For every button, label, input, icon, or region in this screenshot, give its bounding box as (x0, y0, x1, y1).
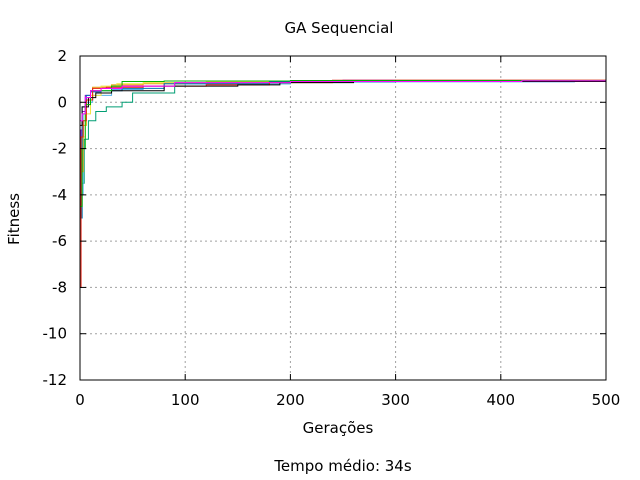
x-tick-label: 300 (381, 391, 410, 409)
y-tick-label: -6 (52, 232, 67, 250)
series-line-3 (80, 79, 607, 196)
series-line-8 (80, 80, 607, 126)
x-tick-label: 0 (75, 391, 85, 409)
y-tick-label: -4 (52, 186, 67, 204)
y-tick-label: 0 (57, 93, 67, 111)
x-tick-label: 400 (486, 391, 515, 409)
series-line-1 (80, 79, 607, 219)
plot-frame (79, 55, 607, 381)
x-tick-label: 200 (276, 391, 305, 409)
x-axis-label: Gerações (303, 419, 374, 437)
footer-note: Tempo médio: 34s (273, 457, 412, 475)
tick-labels: 0 100 200 300 400 500 -12 -10 -8 -6 -4 -2 0 2 (43, 47, 621, 409)
x-tick-label: 100 (171, 391, 200, 409)
series-line-6 (80, 79, 607, 219)
series-line-7 (80, 79, 607, 288)
y-tick-label: -2 (52, 140, 67, 158)
grid-lines (80, 56, 606, 380)
x-tick-label: 500 (592, 391, 621, 409)
y-tick-label: -12 (43, 371, 68, 389)
series-line-9 (80, 80, 607, 207)
axis-ticks (79, 55, 607, 381)
chart-title: GA Sequencial (285, 19, 394, 37)
y-tick-label: -8 (52, 278, 67, 296)
series-line-4 (80, 80, 607, 173)
series-line-10 (80, 80, 607, 122)
y-tick-label: 2 (57, 47, 67, 65)
y-axis-label: Fitness (5, 193, 23, 245)
series-lines (80, 79, 607, 288)
series-line-2 (80, 80, 607, 219)
y-tick-label: -10 (43, 325, 68, 343)
